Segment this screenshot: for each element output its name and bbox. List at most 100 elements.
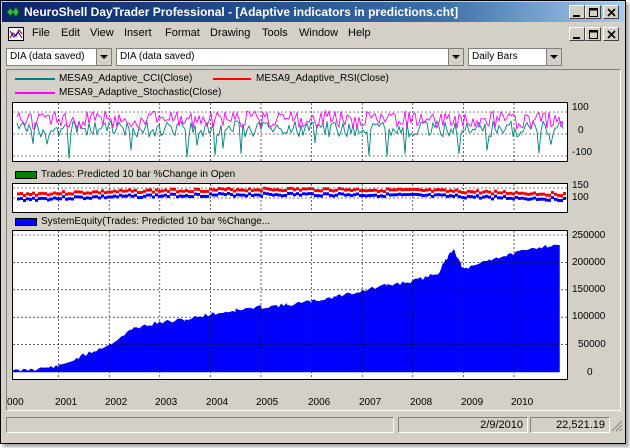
- trade-marker-blue: [161, 194, 164, 198]
- equity-y-tick: 250000: [572, 230, 606, 241]
- trade-marker-blue: [407, 193, 410, 197]
- trade-marker-red: [230, 188, 233, 192]
- trade-marker-red: [212, 188, 215, 192]
- data-series-select[interactable]: DIA (data saved): [116, 48, 464, 66]
- equity-pane[interactable]: [12, 230, 568, 380]
- chart-area[interactable]: MESA9_Adaptive_CCI(Close) MESA9_Adaptive…: [6, 69, 621, 411]
- trade-marker-red: [41, 191, 44, 195]
- trade-marker-blue: [530, 197, 533, 201]
- trade-marker-blue: [377, 195, 380, 198]
- trade-marker-red: [86, 191, 89, 195]
- trade-marker-blue: [146, 193, 149, 197]
- trade-marker-blue: [203, 194, 206, 198]
- menu-tools[interactable]: Tools: [262, 27, 288, 39]
- mdi-restore-button[interactable]: [585, 27, 601, 41]
- trade-marker-red: [329, 188, 332, 192]
- trade-marker-blue: [125, 194, 128, 198]
- chevron-down-icon[interactable]: [96, 49, 111, 65]
- indicator-pane[interactable]: [12, 102, 568, 162]
- trade-marker-red: [47, 193, 50, 197]
- menu-view[interactable]: View: [90, 27, 114, 39]
- bar-period-select[interactable]: Daily Bars: [468, 48, 562, 66]
- trades-pane[interactable]: [12, 183, 568, 213]
- trade-marker-red: [338, 187, 341, 191]
- chevron-down-icon[interactable]: [546, 49, 561, 65]
- equity-plot: [13, 231, 567, 379]
- trade-marker-blue: [20, 197, 23, 200]
- menu-format[interactable]: Format: [165, 27, 200, 39]
- trade-marker-red: [341, 187, 344, 191]
- x-axis-label: 2002: [105, 397, 128, 408]
- menu-help[interactable]: Help: [348, 27, 371, 39]
- trade-marker-blue: [266, 192, 269, 196]
- trade-marker-blue: [155, 193, 158, 197]
- trade-marker-red: [371, 188, 374, 192]
- trade-marker-blue: [74, 195, 77, 199]
- mdi-close-button[interactable]: [603, 27, 619, 41]
- trade-marker-blue: [188, 195, 191, 199]
- trade-marker-red: [425, 188, 428, 192]
- trade-marker-blue: [185, 194, 188, 198]
- legend-cci: MESA9_Adaptive_CCI(Close): [59, 73, 193, 84]
- menu-edit[interactable]: Edit: [61, 27, 80, 39]
- chart-page-select-value: DIA (data saved): [10, 51, 85, 62]
- chart-document-icon[interactable]: [8, 27, 24, 41]
- trade-marker-blue: [470, 195, 473, 199]
- trade-marker-red: [119, 188, 122, 192]
- trades-y-tick: 100: [572, 192, 589, 203]
- trade-marker-blue: [434, 193, 437, 197]
- chevron-down-icon[interactable]: [448, 49, 463, 65]
- trade-marker-blue: [296, 192, 299, 196]
- trade-marker-blue: [527, 197, 530, 201]
- trade-marker-blue: [341, 192, 344, 196]
- trade-marker-red: [440, 188, 443, 192]
- title-bar[interactable]: NeuroShell DayTrader Professional - [Ada…: [2, 2, 624, 22]
- mdi-minimize-button[interactable]: [569, 27, 585, 41]
- trade-marker-blue: [311, 192, 314, 196]
- trade-marker-red: [74, 190, 77, 194]
- trade-marker-red: [485, 189, 488, 193]
- trade-marker-red: [44, 192, 47, 196]
- chart-page-select[interactable]: DIA (data saved): [6, 48, 112, 66]
- close-button[interactable]: [603, 5, 619, 19]
- legend-stochastic: MESA9_Adaptive_Stochastic(Close): [59, 87, 222, 98]
- trade-marker-red: [110, 190, 113, 194]
- trade-marker-blue: [383, 195, 386, 198]
- trade-marker-blue: [143, 194, 146, 198]
- trade-marker-blue: [56, 197, 59, 201]
- restore-button[interactable]: [585, 5, 601, 19]
- menu-insert[interactable]: Insert: [124, 27, 152, 39]
- menu-drawing[interactable]: Drawing: [210, 27, 251, 39]
- menu-window[interactable]: Window: [299, 27, 339, 39]
- trade-marker-blue: [200, 194, 203, 198]
- trade-marker-red: [293, 188, 296, 192]
- trade-marker-blue: [194, 192, 197, 196]
- status-bar: 2/9/2010 22,521.19: [2, 415, 624, 435]
- minimize-button[interactable]: [569, 5, 585, 19]
- trade-marker-blue: [365, 194, 368, 198]
- indicator-y-tick: 0: [578, 125, 584, 136]
- trade-marker-blue: [278, 193, 281, 197]
- trade-marker-red: [470, 190, 473, 194]
- trade-marker-blue: [305, 192, 308, 196]
- menu-file[interactable]: File: [32, 27, 50, 39]
- trade-marker-blue: [65, 197, 68, 201]
- trade-marker-red: [497, 191, 500, 195]
- resize-grip-icon[interactable]: [611, 420, 623, 432]
- trade-marker-red: [533, 191, 536, 195]
- trade-marker-blue: [35, 198, 38, 202]
- trade-marker-blue: [443, 193, 446, 197]
- trade-marker-red: [560, 194, 563, 198]
- trade-marker-red: [488, 190, 491, 194]
- x-axis-label: 2006: [308, 397, 331, 408]
- trade-marker-blue: [422, 194, 425, 198]
- trade-marker-blue: [71, 197, 74, 201]
- x-axis-label: 2010: [511, 397, 534, 408]
- trade-marker-red: [374, 188, 377, 192]
- trade-marker-blue: [86, 196, 89, 200]
- trade-marker-blue: [263, 191, 266, 195]
- trade-marker-red: [536, 193, 539, 196]
- trade-marker-red: [35, 193, 38, 197]
- restore-icon: [588, 8, 598, 17]
- indicator-y-tick: -100: [572, 147, 593, 158]
